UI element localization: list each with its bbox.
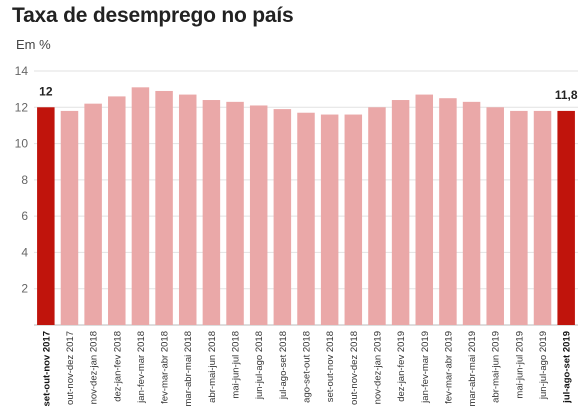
y-axis-unit-label: Em % [16, 37, 51, 52]
bar [226, 101, 244, 325]
bar [320, 114, 339, 326]
bar [533, 110, 552, 326]
bar [60, 110, 79, 326]
bar [155, 90, 173, 325]
bar [391, 100, 410, 326]
bar [108, 96, 126, 326]
bar [37, 107, 55, 326]
bar [131, 87, 150, 325]
bar [510, 110, 528, 326]
x-tick-label: set-out-nov 2018 [325, 331, 336, 402]
x-tick-label: dez-jan-fev 2019 [396, 331, 407, 402]
bar [368, 107, 386, 326]
y-tick-label: 8 [21, 173, 28, 187]
bar [486, 107, 504, 326]
bar [178, 94, 197, 325]
y-tick-label: 14 [15, 64, 29, 78]
x-tick-label: nov-dez-jan 2019 [372, 331, 383, 404]
bar [344, 114, 363, 326]
x-tick-label: nov-dez-jan 2018 [89, 331, 100, 404]
x-axis-labels: set-out-nov 2017 out-nov-dez 2017 nov-dez-… [41, 331, 572, 407]
bar [297, 112, 315, 325]
x-tick-label: dez-jan-fev 2018 [112, 331, 123, 402]
x-tick-label: fev-mar-abr 2018 [160, 331, 171, 404]
y-tick-label: 6 [21, 209, 28, 223]
x-tick-label: jul-ago-set 2019 [562, 331, 573, 404]
bars [37, 87, 575, 326]
x-tick-label: jun-jul-ago 2018 [254, 331, 265, 400]
x-tick-label: ago-set-out 2018 [302, 331, 313, 403]
x-tick-label: fev-mar-abr 2019 [443, 331, 454, 404]
x-tick-label: jun-jul-ago 2019 [538, 331, 549, 400]
data-label: 11,8 [555, 88, 578, 102]
chart-title: Taxa de desemprego no país [12, 4, 294, 27]
x-tick-label: jan-fev-mar 2018 [136, 331, 147, 404]
data-label: 12 [39, 84, 53, 98]
bar [202, 100, 221, 326]
x-tick-label: mar-abr-mai 2019 [467, 331, 478, 407]
y-tick-label: 4 [21, 245, 28, 259]
y-tick-label: 2 [21, 282, 28, 296]
x-tick-label: set-out-nov 2017 [41, 331, 52, 407]
x-tick-label: jul-ago-set 2018 [278, 331, 289, 400]
y-axis-ticks: 2 4 6 8 10 12 14 [15, 64, 29, 296]
x-tick-label: mar-abr-mai 2018 [183, 331, 194, 407]
y-tick-label: 12 [15, 100, 29, 114]
bar [415, 94, 434, 325]
bar [462, 101, 481, 325]
bar [84, 103, 102, 326]
bar [249, 105, 268, 325]
x-tick-label: out-nov-dez 2018 [349, 331, 360, 405]
bar [273, 109, 292, 325]
x-tick-label: out-nov-dez 2017 [65, 331, 76, 405]
x-tick-label: abr-mai-jun 2019 [491, 331, 502, 403]
y-tick-label: 10 [15, 137, 29, 151]
x-tick-label: mai-jun-jul 2018 [231, 331, 242, 399]
data-labels: 12 11,8 [39, 84, 578, 102]
bar [439, 98, 457, 325]
x-tick-label: mai-jun-jul 2019 [514, 331, 525, 399]
x-tick-label: jan-fev-mar 2019 [420, 331, 431, 404]
bar [557, 110, 575, 326]
x-tick-label: abr-mai-jun 2018 [207, 331, 218, 403]
